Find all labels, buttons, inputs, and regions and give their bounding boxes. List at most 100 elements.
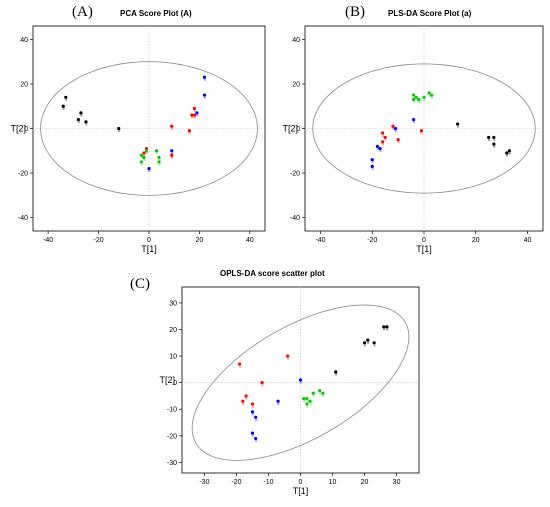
panel-c-point xyxy=(305,397,309,401)
panel-a-point xyxy=(170,149,174,153)
panel-a-point-shadow xyxy=(188,132,191,135)
panel-b-point-shadow xyxy=(415,98,418,102)
panel-b-point xyxy=(370,158,374,162)
panel-c-point-shadow xyxy=(334,373,338,376)
panel-c-point-shadow xyxy=(386,328,389,331)
panel-a-y-tick-label: 40 xyxy=(20,37,28,44)
panel-a-point-shadow xyxy=(140,156,144,160)
panel-c-x-tick-label: 10 xyxy=(329,479,337,486)
panel-b-x-tick-label: -20 xyxy=(367,237,377,244)
panel-c-point xyxy=(382,325,386,329)
panel-b-point xyxy=(412,93,416,97)
panel-c-y-tick-label: 30 xyxy=(169,300,177,307)
panel-b-point-shadow xyxy=(508,152,511,155)
panel-a-title: PCA Score Plot (A) xyxy=(120,9,192,18)
panel-a-plot: -40 -20 0 20 40 -40 -20 0 20 40 T[1] T[2] xyxy=(10,25,266,254)
panel-c-point-shadow xyxy=(373,344,376,347)
panel-c-point-shadow xyxy=(254,439,258,443)
panel-b-point-shadow xyxy=(420,132,424,135)
panel-b-point xyxy=(430,93,434,97)
panel-b-point-shadow xyxy=(379,149,382,153)
panel-c-point-shadow xyxy=(309,402,312,406)
panel-b-point xyxy=(414,95,418,99)
panel-a-point-shadow xyxy=(170,156,174,160)
panel-a-point-shadow xyxy=(203,96,207,99)
panel-b-x-tick-label: 40 xyxy=(524,237,532,244)
panel-b-x-tick-label: 0 xyxy=(422,237,426,244)
panel-c-y-axis-label: T[2] xyxy=(159,375,175,385)
panel-b-point xyxy=(422,95,426,99)
panel-c-point xyxy=(298,378,303,382)
panel-c-point-shadow xyxy=(254,418,258,421)
panel-a-point-shadow xyxy=(170,127,174,131)
panel-c-confidence-ellipse xyxy=(191,304,410,461)
panel-b-point xyxy=(381,131,385,135)
panel-a-y-tick-label: 0 xyxy=(24,126,28,133)
panel-a-point xyxy=(147,167,151,171)
panel-c-point-shadow xyxy=(312,394,315,398)
panel-c-point xyxy=(244,394,248,398)
panel-b-point xyxy=(492,142,496,146)
panel-a-x-tick-label: 40 xyxy=(246,237,254,244)
panel-a-point-shadow xyxy=(155,152,159,155)
panel-a-point xyxy=(79,111,83,115)
panel-c-x-axis-label: T[1] xyxy=(293,486,309,496)
panel-a-point xyxy=(202,75,207,79)
panel-b-point-shadow xyxy=(456,125,460,128)
panel-a-point xyxy=(195,111,199,115)
panel-a-point-shadow xyxy=(148,170,151,173)
panel-a-point xyxy=(76,117,80,122)
panel-c-point xyxy=(366,338,370,342)
panel-b-point xyxy=(427,91,431,95)
panel-b-y-tick-label: 20 xyxy=(292,81,300,88)
panel-c-point-shadow xyxy=(306,400,309,403)
panel-c-x-tick-label: -20 xyxy=(231,479,241,486)
panel-b-x-tick-label: 20 xyxy=(472,237,480,244)
panel-c-y-tick-label: 10 xyxy=(169,354,177,361)
panel-c-point-shadow xyxy=(322,394,325,398)
panel-c-x-tick-label: -10 xyxy=(263,479,273,486)
panel-b-title: PLS-DA Score Plot (a) xyxy=(388,9,472,18)
panel-a-y-tick-label: 20 xyxy=(20,81,28,88)
panel-a-y-axis-label: T[2] xyxy=(10,124,26,134)
panel-b-point xyxy=(487,135,491,140)
panel-a-point xyxy=(61,104,65,108)
panel-c-point xyxy=(254,436,258,441)
panel-c-point-shadow xyxy=(306,405,309,408)
panel-a-point xyxy=(154,149,159,153)
panel-a-point-shadow xyxy=(77,120,80,124)
panel-b-point xyxy=(419,129,424,133)
panel-b-point-shadow xyxy=(505,154,509,157)
panel-c-point-shadow xyxy=(318,392,322,395)
panel-a-point xyxy=(192,106,196,111)
panel-c-point xyxy=(238,362,242,366)
panel-a-y-tick-label: -40 xyxy=(18,215,28,222)
panel-b-point xyxy=(381,140,385,144)
panel-c-point xyxy=(385,325,389,329)
panel-b-point-shadow xyxy=(493,145,496,148)
panel-b-point xyxy=(456,122,460,126)
panel-b-point-shadow xyxy=(412,100,416,104)
panel-b-point-shadow xyxy=(381,134,385,137)
panel-b-point xyxy=(412,97,416,102)
panel-c-point xyxy=(286,354,290,358)
panel-b-point-shadow xyxy=(397,141,400,144)
panel-c-point-shadow xyxy=(242,402,245,406)
panel-c-point-shadow xyxy=(299,381,303,384)
panel-b-point-shadow xyxy=(394,129,398,133)
panel-a-point xyxy=(157,160,161,164)
panel-b-point-shadow xyxy=(381,143,385,146)
panel-b-point-shadow xyxy=(392,127,395,131)
panel-a-point-shadow xyxy=(191,116,194,119)
panel-a-point-shadow xyxy=(170,152,174,155)
panel-b-point-shadow xyxy=(428,94,431,97)
panel-a-point-shadow xyxy=(203,78,207,82)
panel-b-point xyxy=(393,126,398,131)
panel-b-y-tick-label: -20 xyxy=(290,171,300,178)
panel-b-point-shadow xyxy=(371,161,374,164)
panel-a-x-axis-label: T[1] xyxy=(141,244,157,254)
panel-c-point-shadow xyxy=(382,328,386,331)
panel-c-point xyxy=(318,389,322,393)
panel-c-point xyxy=(260,381,264,385)
